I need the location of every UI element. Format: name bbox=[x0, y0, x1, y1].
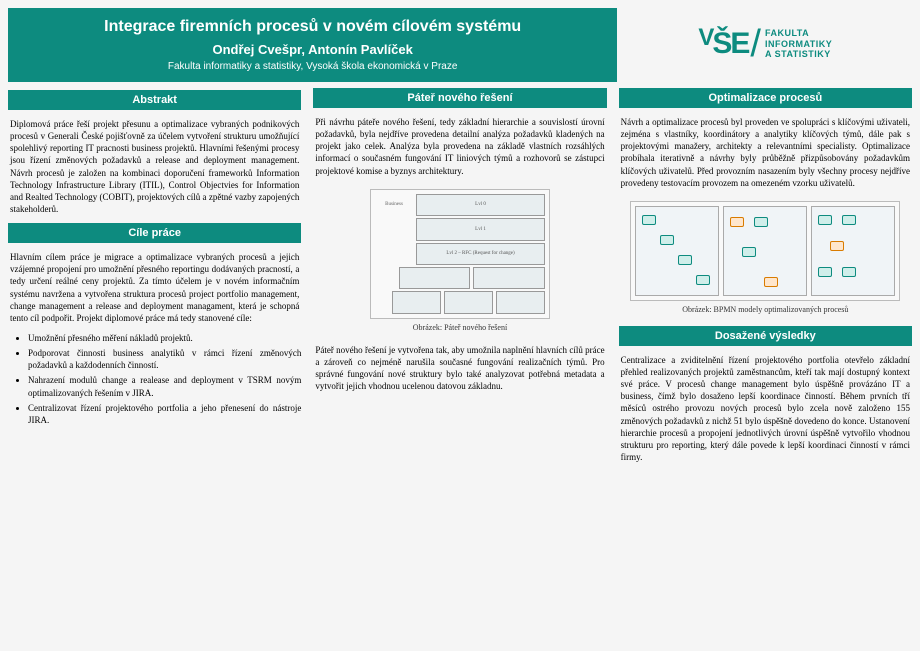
figure-caption-bpmn: Obrázek: BPMN modely optimalizovaných pr… bbox=[682, 305, 848, 314]
backbone-text-1: Při návrhu páteře nového řešení, tedy zá… bbox=[313, 116, 606, 177]
section-title-backbone: Páteř nového řešení bbox=[313, 88, 606, 108]
section-title-results: Dosažené výsledky bbox=[619, 326, 912, 346]
list-item: Podporovat činnosti business analytiků v… bbox=[28, 347, 301, 371]
top-row: Integrace firemních procesů v novém cílo… bbox=[8, 8, 617, 82]
logo-mark: V ŠE / bbox=[698, 23, 761, 66]
logo-v: V bbox=[698, 24, 712, 52]
list-item: Umožnění přesného měření nákladů projekt… bbox=[28, 332, 301, 344]
logo-faculty: FAKULTA INFORMATIKY A STATISTIKY bbox=[765, 28, 832, 60]
section-title-optimisation: Optimalizace procesů bbox=[619, 88, 912, 108]
list-item: Nahrazení modulů change a realease and d… bbox=[28, 374, 301, 398]
poster-title: Integrace firemních procesů v novém cílo… bbox=[14, 18, 611, 36]
figure-hierarchy: BusinessLvl 0 Lvl 1 Lvl 2 – RFC (Request… bbox=[313, 185, 606, 336]
figure-bpmn: Obrázek: BPMN modely optimalizovaných pr… bbox=[619, 197, 912, 318]
backbone-text-2: Páteř nového řešení je vytvořena tak, ab… bbox=[313, 344, 606, 393]
goals-intro: Hlavním cílem práce je migrace a optimal… bbox=[8, 251, 301, 324]
logo-line3: A STATISTIKY bbox=[765, 49, 832, 60]
list-item: Centralizovat řízení projektového portfo… bbox=[28, 402, 301, 426]
logo-container: V ŠE / FAKULTA INFORMATIKY A STATISTIKY bbox=[619, 8, 912, 80]
logo-line2: INFORMATIKY bbox=[765, 39, 832, 50]
results-text: Centralizace a zviditelnění řízení proje… bbox=[619, 354, 912, 463]
optimisation-text: Návrh a optimalizace procesů byl provede… bbox=[619, 116, 912, 189]
column-middle: Páteř nového řešení Při návrhu páteře no… bbox=[313, 8, 606, 643]
section-title-abstract: Abstrakt bbox=[8, 90, 301, 110]
title-banner: Integrace firemních procesů v novém cílo… bbox=[8, 8, 617, 82]
logo-se: ŠE bbox=[712, 27, 748, 61]
column-right: V ŠE / FAKULTA INFORMATIKY A STATISTIKY … bbox=[619, 8, 912, 643]
hierarchy-diagram: BusinessLvl 0 Lvl 1 Lvl 2 – RFC (Request… bbox=[370, 189, 550, 319]
figure-caption-hierarchy: Obrázek: Páteř nového řešení bbox=[413, 323, 507, 332]
section-title-goals: Cíle práce bbox=[8, 223, 301, 243]
abstract-text: Diplomová práce řeší projekt přesunu a o… bbox=[8, 118, 301, 215]
goals-list: Umožnění přesného měření nákladů projekt… bbox=[8, 332, 301, 429]
logo-line1: FAKULTA bbox=[765, 28, 832, 39]
vse-logo: V ŠE / FAKULTA INFORMATIKY A STATISTIKY bbox=[698, 23, 832, 66]
logo-slash: / bbox=[750, 23, 759, 66]
poster-authors: Ondřej Cvešpr, Antonín Pavlíček bbox=[14, 42, 611, 57]
column-left: Integrace firemních procesů v novém cílo… bbox=[8, 8, 301, 643]
poster-affiliation: Fakulta informatiky a statistiky, Vysoká… bbox=[14, 61, 611, 72]
bpmn-diagram bbox=[630, 201, 900, 301]
